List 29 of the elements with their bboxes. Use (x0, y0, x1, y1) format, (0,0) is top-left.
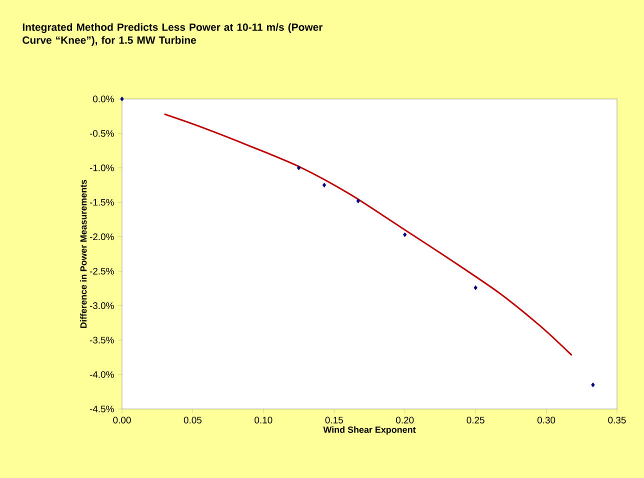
y-tick-label: -2.5% (90, 268, 114, 275)
point (296, 165, 301, 170)
y-tick-label: -3.0% (90, 302, 114, 310)
y-tick-label: -3.5% (90, 336, 114, 344)
x-tick-label: 0.00 (113, 416, 131, 424)
x-tick-label: 0.30 (537, 416, 556, 424)
y-tick-label: -4.5% (90, 406, 114, 412)
x-tick-label: 0.20 (396, 416, 414, 424)
x-tick-label: 0.25 (466, 416, 484, 424)
x-axis-title: Wind Shear Exponent (323, 426, 416, 435)
line-series (164, 113, 573, 356)
point (591, 382, 595, 388)
y-axis-title: Difference in Power Measurements (80, 180, 87, 328)
chart-title: Integrated Method Predicts Less Power at 10-11 m/s (Power Curve “Knee”), for 1.5 MW Turbine (22, 23, 323, 46)
x-tick-label: 0.15 (325, 416, 343, 424)
y-tick-label: -1.5% (90, 198, 114, 206)
point (403, 232, 407, 238)
y-tick-label: -4.0% (90, 371, 114, 378)
y-tick-label: -0.5% (90, 130, 114, 137)
point (322, 182, 326, 188)
x-tick-label: 0.05 (184, 416, 202, 424)
point (474, 285, 478, 290)
y-tick-label: -2.0% (90, 233, 114, 240)
y-tick-label: 0.0% (93, 96, 114, 102)
point (120, 96, 124, 102)
y-tick-label: -1.0% (90, 164, 114, 172)
x-tick-label: 0.35 (608, 416, 626, 424)
point (356, 198, 360, 204)
x-tick-label: 0.10 (254, 416, 272, 424)
